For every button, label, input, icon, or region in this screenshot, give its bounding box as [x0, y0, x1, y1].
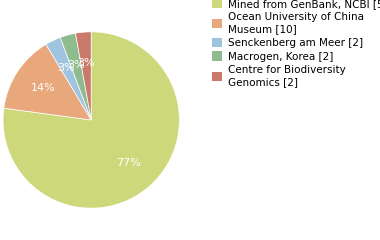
Wedge shape: [4, 44, 91, 120]
Text: 3%: 3%: [67, 60, 85, 70]
Wedge shape: [76, 32, 91, 120]
Text: 14%: 14%: [31, 84, 56, 93]
Wedge shape: [60, 33, 91, 120]
Text: 3%: 3%: [57, 63, 75, 73]
Text: 77%: 77%: [116, 158, 141, 168]
Wedge shape: [3, 32, 179, 208]
Wedge shape: [46, 37, 91, 120]
Text: 3%: 3%: [77, 58, 95, 68]
Legend: Mined from GenBank, NCBI [54], Ocean University of China
Museum [10], Senckenber: Mined from GenBank, NCBI [54], Ocean Uni…: [211, 0, 380, 88]
